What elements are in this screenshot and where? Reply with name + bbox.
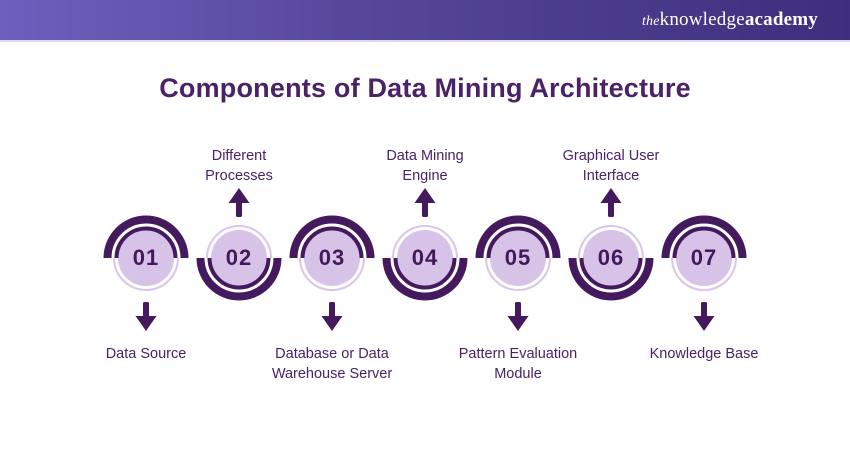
numbered-circle-07: 07 [660, 214, 748, 302]
arrow-down-icon [319, 302, 345, 332]
step-number: 03 [318, 245, 346, 270]
component-item-05: 05 Pattern Evaluation Module [459, 144, 577, 382]
logo-the: the [641, 14, 660, 29]
brand-logo: theknowledgeacademy [642, 9, 818, 31]
component-item-04: Data Mining Engine 04 [379, 144, 472, 378]
numbered-circle-06: 06 [567, 214, 655, 302]
component-item-06: Graphical User Interface 06 [563, 144, 659, 378]
step-number: 01 [132, 245, 160, 270]
arrow-down-icon [691, 302, 717, 332]
numbered-circle-03: 03 [288, 214, 376, 302]
header-bar: theknowledgeacademy [0, 0, 850, 42]
arrow-down-icon [505, 302, 531, 332]
step-number: 02 [225, 245, 253, 270]
step-number: 07 [690, 245, 718, 270]
step-number: 04 [411, 245, 439, 270]
component-item-02: Different Processes 02 [193, 144, 286, 378]
components-diagram: 01 Data Source Different Processes 02 03… [0, 144, 850, 382]
component-label: Knowledge Base [649, 346, 759, 362]
logo-academy: academy [744, 9, 818, 30]
component-label: Data Source [105, 346, 187, 362]
component-item-03: 03 Database or Data Warehouse Server [272, 144, 392, 382]
component-label: Graphical User Interface [562, 148, 660, 184]
component-label: Pattern Evaluation Module [458, 346, 578, 382]
numbered-circle-05: 05 [474, 214, 562, 302]
component-label: Database or Data Warehouse Server [271, 346, 393, 382]
component-item-07: 07 Knowledge Base [650, 144, 758, 378]
numbered-circle-02: 02 [195, 214, 283, 302]
numbered-circle-01: 01 [102, 214, 190, 302]
step-number: 05 [504, 245, 532, 270]
component-item-01: 01 Data Source [100, 144, 193, 378]
arrow-down-icon [133, 302, 159, 332]
page-title: Components of Data Mining Architecture [159, 73, 691, 103]
logo-knowledge: knowledge [659, 9, 745, 30]
component-label: Data Mining Engine [386, 148, 464, 184]
step-number: 06 [597, 245, 625, 270]
numbered-circle-04: 04 [381, 214, 469, 302]
component-label: Different Processes [205, 148, 273, 184]
